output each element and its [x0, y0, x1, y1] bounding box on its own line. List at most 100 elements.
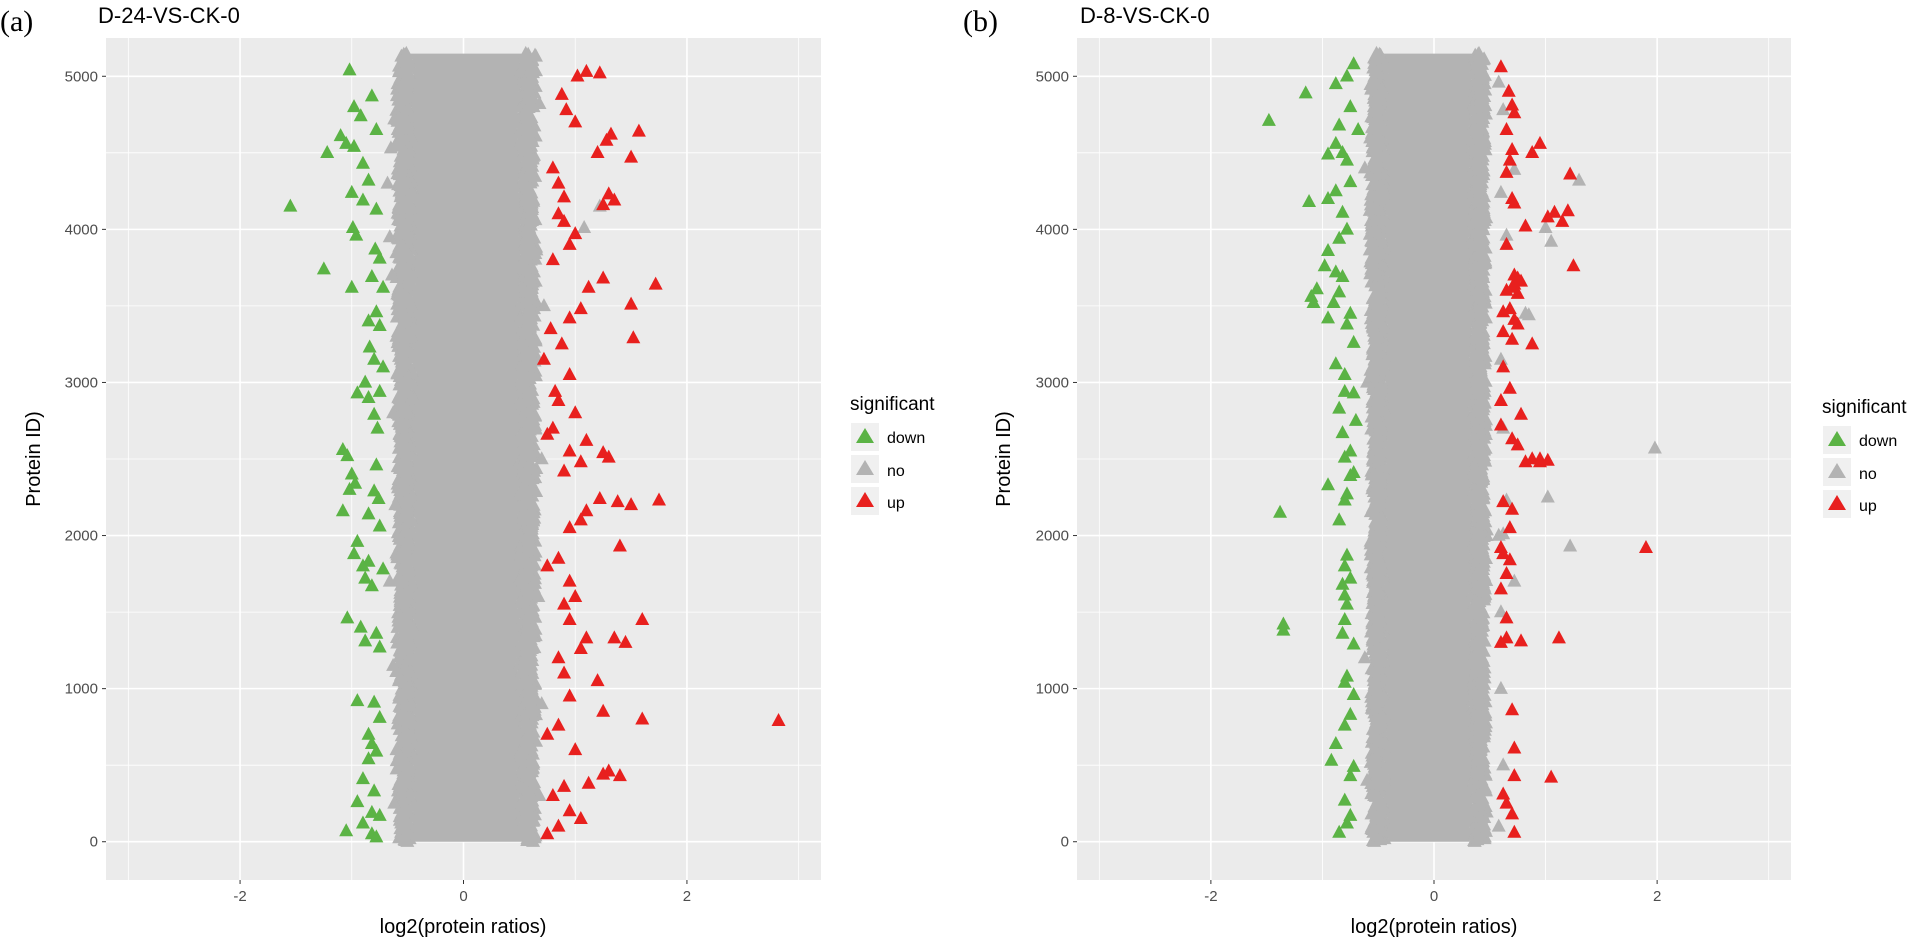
point-up	[562, 611, 577, 625]
point-down	[1346, 686, 1361, 700]
point-down	[1343, 468, 1358, 482]
point-up	[557, 463, 572, 477]
point-no	[386, 657, 401, 671]
point-up	[1563, 166, 1578, 180]
point-down	[1326, 295, 1341, 309]
point-down	[364, 269, 379, 283]
panel-b: (b) D-8-VS-CK-0 0 1000 2000 3000 4000 5000 -2…	[963, 3, 1907, 938]
panel-b-title: D-8-VS-CK-0	[1080, 3, 1210, 28]
x-tick-label: -2	[233, 888, 246, 905]
point-no	[532, 96, 547, 110]
point-up	[1560, 203, 1575, 217]
point-down	[340, 610, 355, 624]
point-no	[1493, 604, 1508, 618]
point-down	[372, 250, 387, 264]
point-down	[369, 304, 384, 318]
point-up	[1514, 633, 1529, 647]
point-up	[1502, 552, 1517, 566]
point-up	[1502, 152, 1517, 166]
point-down	[1343, 174, 1358, 188]
point-down	[1332, 117, 1347, 131]
point-down	[1337, 492, 1352, 506]
point-down	[1324, 752, 1339, 766]
point-down	[283, 198, 298, 212]
point-up	[596, 197, 611, 211]
point-up	[551, 175, 566, 189]
point-down	[361, 389, 376, 403]
point-down	[342, 62, 357, 76]
point-up	[1499, 566, 1514, 580]
point-down	[361, 172, 376, 186]
point-no	[385, 267, 399, 281]
point-down	[369, 201, 384, 215]
point-no	[1357, 650, 1372, 664]
point-down	[1337, 717, 1352, 731]
point-down	[1335, 269, 1350, 283]
point-up	[568, 114, 583, 128]
point-no	[1491, 74, 1506, 88]
point-no	[382, 573, 397, 587]
point-no	[1496, 757, 1511, 771]
point-up	[1532, 135, 1547, 149]
legend-item-down: down	[1823, 426, 1897, 454]
point-no	[1360, 772, 1375, 786]
point-down	[369, 122, 384, 136]
point-no	[1493, 184, 1508, 198]
point-down	[1321, 477, 1336, 491]
point-down	[350, 533, 365, 547]
point-down	[1343, 443, 1358, 457]
panel-b-label: (b)	[963, 5, 998, 38]
point-down	[344, 279, 359, 293]
panel-a: (a) D-24-VS-CK-0 0 1000 2000 3000 4000 5000 -…	[0, 3, 935, 938]
legend-item-down: down	[851, 423, 925, 451]
panel-b-legend-title: significant	[1822, 397, 1907, 418]
point-up	[607, 630, 622, 644]
y-tick-label: 3000	[65, 374, 98, 391]
point-up	[596, 270, 611, 284]
y-tick-label: 2000	[65, 528, 98, 545]
point-down	[369, 743, 384, 757]
point-up	[573, 641, 588, 655]
point-up	[545, 420, 560, 434]
legend-item-no: no	[851, 455, 905, 483]
point-up	[610, 494, 625, 508]
point-up	[562, 520, 577, 534]
point-no	[387, 795, 402, 809]
point-down	[1337, 611, 1352, 625]
point-down	[1343, 305, 1358, 319]
point-down	[1339, 547, 1354, 561]
point-down	[333, 128, 348, 142]
point-up	[554, 336, 569, 350]
legend-key-down-triangle	[856, 428, 874, 443]
point-up	[551, 650, 566, 664]
point-up	[1505, 501, 1520, 515]
no-band-fill	[400, 53, 533, 842]
y-tick-label: 4000	[1036, 221, 1069, 238]
point-down	[350, 385, 365, 399]
point-down	[1321, 310, 1336, 324]
point-no	[531, 588, 546, 602]
point-down	[1306, 295, 1321, 309]
point-up	[1496, 304, 1511, 318]
point-no	[1493, 680, 1508, 694]
x-tick-label: 2	[683, 888, 691, 905]
x-tick-label: 0	[1430, 888, 1438, 905]
point-down	[1321, 242, 1336, 256]
point-no	[1518, 305, 1533, 319]
point-up	[570, 68, 585, 82]
point-up	[562, 443, 577, 457]
point-no	[1563, 538, 1578, 552]
point-down	[1343, 768, 1358, 782]
point-up	[562, 688, 577, 702]
point-down	[1346, 334, 1361, 348]
point-down	[1328, 264, 1343, 278]
point-up	[590, 145, 605, 159]
point-up	[1496, 359, 1511, 373]
y-tick-label: 3000	[1036, 374, 1069, 391]
point-down	[1339, 221, 1354, 235]
point-up	[1555, 213, 1570, 227]
legend-key-down-triangle	[1828, 431, 1846, 446]
point-up	[1566, 258, 1581, 272]
point-up	[1507, 195, 1522, 209]
point-down	[367, 351, 382, 365]
